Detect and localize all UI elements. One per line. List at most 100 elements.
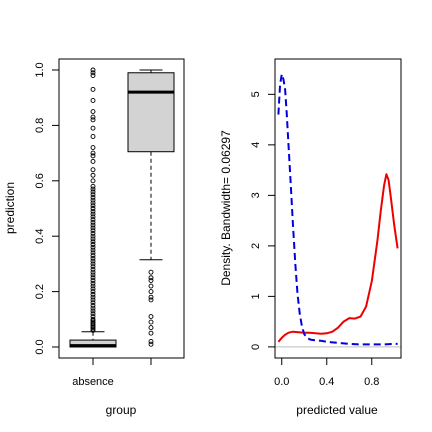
- outlier-point: [90, 283, 96, 289]
- outlier-point: [90, 266, 96, 272]
- boxplot-x-axis-label: group: [106, 403, 137, 417]
- density-x-axis-label: predicted value: [296, 403, 378, 417]
- outlier-point: [90, 211, 96, 217]
- outlier-point: [148, 275, 154, 281]
- outlier-point: [90, 264, 96, 270]
- density-series-solid-red: [277, 173, 399, 343]
- box-presence: [127, 69, 175, 347]
- box-absence: [69, 67, 117, 348]
- outlier-point: [90, 253, 96, 259]
- density-series-dashed-blue: [277, 73, 398, 346]
- outlier-point: [148, 289, 154, 295]
- outlier-point: [90, 286, 96, 292]
- boxplot-frame: [58, 58, 185, 359]
- outlier-point: [90, 134, 96, 139]
- outlier-point: [90, 261, 96, 267]
- boxplot-y-tick-label: 0.0: [34, 339, 46, 354]
- density-y-tick-label: 2: [250, 243, 262, 249]
- outlier-point: [90, 222, 96, 228]
- outlier-point: [90, 86, 96, 92]
- boxplot-panel: 0.0 0.2 0.4 0.6 0.8 1.0 absence group predict…: [3, 58, 185, 417]
- outlier-point: [90, 297, 96, 303]
- outlier-point: [148, 330, 154, 336]
- outlier-point: [90, 150, 96, 156]
- outlier-point: [90, 275, 96, 281]
- outlier-point: [90, 109, 96, 115]
- outlier-point: [90, 183, 96, 189]
- outlier-point: [90, 200, 96, 206]
- boxplot-x-tick-label: absence: [72, 376, 114, 388]
- outlier-point: [90, 314, 96, 319]
- outlier-point: [90, 228, 96, 234]
- outlier-point: [148, 269, 154, 275]
- box-iqr: [127, 72, 175, 153]
- density-y-tick-label: 5: [250, 91, 262, 97]
- outlier-point: [148, 339, 154, 344]
- outlier-point: [90, 278, 96, 283]
- outlier-point: [90, 70, 96, 76]
- density-x-tick-label: 0.0: [274, 376, 289, 388]
- outlier-point: [90, 236, 96, 242]
- outlier-point: [148, 325, 154, 331]
- density-x-tick-label: 0.4: [319, 376, 334, 388]
- density-y-tick-label: 1: [250, 293, 262, 299]
- outlier-point: [90, 247, 96, 253]
- outlier-point: [90, 172, 96, 178]
- outlier-point: [148, 341, 154, 347]
- outlier-point: [90, 153, 96, 159]
- density-y-axis-label: Density. Bandwidth= 0.06297: [219, 130, 233, 286]
- outlier-point: [90, 258, 96, 264]
- outlier-point: [90, 269, 96, 275]
- boxplot-y-axis: 0.0 0.2 0.4 0.6 0.8 1.0: [34, 62, 60, 355]
- density-y-tick-label: 3: [250, 192, 262, 198]
- outlier-point: [90, 158, 96, 164]
- outlier-point: [90, 73, 96, 78]
- outlier-point: [90, 244, 96, 250]
- density-y-tick-label: 4: [250, 142, 262, 148]
- outlier-point: [90, 225, 96, 231]
- outlier-point: [90, 308, 96, 314]
- outlier-point: [90, 214, 96, 220]
- outlier-point: [148, 294, 154, 300]
- outlier-point: [148, 314, 154, 319]
- outlier-point: [90, 197, 96, 203]
- outlier-point: [90, 117, 96, 123]
- boxplot-y-tick-label: 1.0: [34, 62, 46, 77]
- outlier-point: [90, 305, 96, 311]
- outlier-point: [90, 208, 96, 214]
- outlier-point: [90, 114, 96, 120]
- outlier-point: [90, 186, 96, 192]
- outlier-point: [148, 283, 154, 289]
- outlier-point: [90, 272, 96, 278]
- outlier-point: [90, 219, 96, 225]
- outlier-point: [90, 239, 96, 245]
- outlier-point: [90, 294, 96, 300]
- outlier-point: [90, 230, 96, 236]
- outlier-point: [90, 280, 96, 286]
- outlier-point: [90, 192, 96, 198]
- outlier-point: [90, 300, 96, 306]
- outlier-point: [90, 67, 96, 73]
- outlier-point: [90, 194, 96, 200]
- boxplot-y-tick-label: 0.4: [34, 229, 46, 244]
- outlier-point: [90, 217, 96, 223]
- outlier-point: [90, 125, 96, 131]
- outlier-point: [90, 145, 96, 151]
- boxplot-x-ticks: absence: [72, 357, 152, 388]
- density-axes: 0.0 0.4 0.8 0 1 2 3 4 5: [250, 91, 379, 388]
- outlier-point: [90, 178, 96, 184]
- outlier-point: [148, 278, 154, 283]
- outlier-point: [90, 189, 96, 195]
- outlier-point: [90, 255, 96, 261]
- boxplot-y-tick-label: 0.2: [34, 284, 46, 299]
- outlier-point: [148, 297, 154, 303]
- boxplot-y-tick-label: 0.6: [34, 173, 46, 188]
- density-y-tick-label: 0: [250, 344, 262, 350]
- outlier-point: [90, 250, 96, 256]
- outlier-point: [90, 289, 96, 295]
- outlier-point: [90, 203, 96, 209]
- boxplot-boxes: [69, 67, 175, 348]
- boxplot-y-tick-label: 0.8: [34, 118, 46, 133]
- outlier-point: [90, 303, 96, 308]
